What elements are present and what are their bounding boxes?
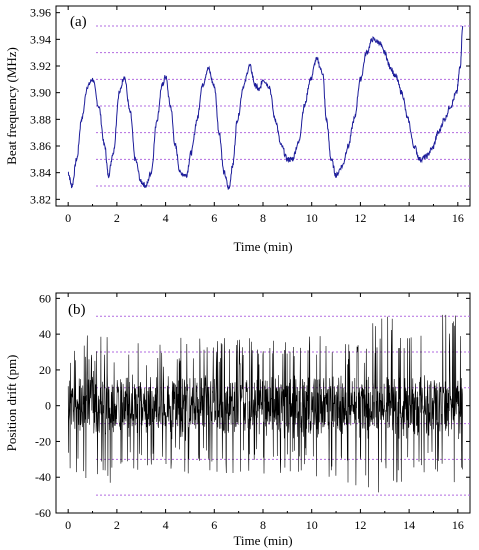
x-tick-label: 16 xyxy=(452,211,464,225)
y-tick-label: 3.94 xyxy=(30,32,51,46)
x-tick-label: 0 xyxy=(65,518,71,532)
x-tick-label: 0 xyxy=(65,211,71,225)
y-tick-label: 3.88 xyxy=(30,112,51,126)
x-tick-label: 12 xyxy=(354,211,366,225)
series-a xyxy=(67,25,464,190)
x-tick-label: 8 xyxy=(260,518,266,532)
reference-lines-a xyxy=(96,25,470,187)
x-tick-label: 16 xyxy=(452,518,464,532)
y-tick-label: 60 xyxy=(39,291,51,305)
y-tick-label: 3.92 xyxy=(30,59,51,73)
panel-label-a: (a) xyxy=(70,14,87,30)
plot-frame-a xyxy=(55,5,471,207)
y-tick-label: 3.84 xyxy=(30,166,51,180)
x-tick-label: 6 xyxy=(211,211,217,225)
y-tick-label: 20 xyxy=(39,363,51,377)
panel-label-b: (b) xyxy=(68,302,86,318)
x-axis-label-a: Time (min) xyxy=(233,239,292,254)
x-tick-label: 14 xyxy=(403,518,415,532)
y-tick-label: -20 xyxy=(35,434,51,448)
x-tick-label: 14 xyxy=(403,211,415,225)
panel-b: 0 2 4 6 8 10 12 14 16 -60 -40 -20 0 20 40 60 (b) Time (… xyxy=(4,291,471,548)
x-tick-label: 4 xyxy=(163,518,169,532)
panel-a: 0 2 4 6 8 10 12 14 16 3.82 3.84 3.86 3.88 3.90 3.92 3.9… xyxy=(4,5,471,254)
y-tick-label: 0 xyxy=(45,399,51,413)
y-tick-label: 3.96 xyxy=(30,6,51,20)
data-line xyxy=(67,314,464,493)
axis-ticks-a: 0 2 4 6 8 10 12 14 16 3.82 3.84 3.86 3.88 3.90 3.92 3.9… xyxy=(30,6,470,225)
x-axis-label-b: Time (min) xyxy=(233,533,292,548)
axis-ticks-b: 0 2 4 6 8 10 12 14 16 -60 -40 -20 0 20 40 60 xyxy=(35,291,470,532)
x-tick-label: 10 xyxy=(306,211,318,225)
y-axis-label-b: Position drift (pm) xyxy=(4,355,19,452)
x-tick-label: 2 xyxy=(114,211,120,225)
x-tick-label: 4 xyxy=(163,211,169,225)
y-tick-label: 3.82 xyxy=(30,192,51,206)
y-axis-label-a: Beat frequency (MHz) xyxy=(4,47,19,165)
y-tick-label: -60 xyxy=(35,506,51,520)
y-tick-label: -40 xyxy=(35,470,51,484)
y-tick-label: 40 xyxy=(39,327,51,341)
data-line xyxy=(67,25,464,190)
x-tick-label: 10 xyxy=(306,518,318,532)
x-tick-label: 12 xyxy=(354,518,366,532)
x-tick-label: 6 xyxy=(211,518,217,532)
y-tick-label: 3.90 xyxy=(30,86,51,100)
x-tick-label: 2 xyxy=(114,518,120,532)
y-tick-label: 3.86 xyxy=(30,139,51,153)
x-tick-label: 8 xyxy=(260,211,266,225)
series-b xyxy=(67,314,464,493)
